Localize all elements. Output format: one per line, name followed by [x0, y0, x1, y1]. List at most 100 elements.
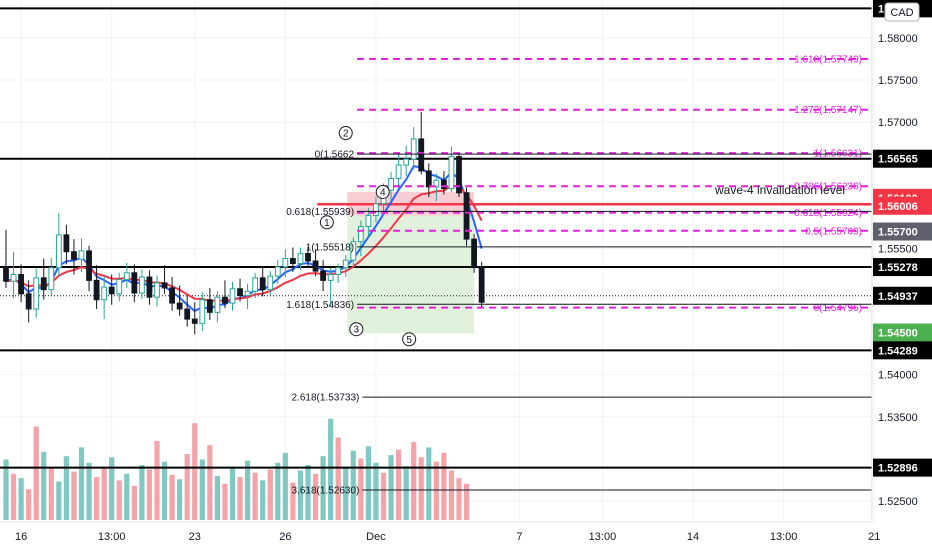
candle-body [206, 299, 213, 313]
volume-bar [290, 482, 296, 520]
candle-body [55, 234, 62, 269]
x-tick-label: 14 [687, 531, 699, 543]
volume-bar [154, 440, 160, 520]
candle-body [418, 138, 425, 172]
volume-bar [116, 480, 122, 520]
price-tag [873, 323, 932, 342]
wave-circle [402, 332, 417, 347]
candle-body [252, 277, 259, 292]
candles [3, 111, 485, 335]
candle-body [388, 177, 394, 191]
volume-bar [252, 472, 258, 520]
volume-bar [418, 457, 424, 520]
volume-bar [86, 462, 92, 520]
fib-left-label: 3.618(1.52630) [292, 486, 360, 497]
volume-bar [56, 481, 62, 520]
volume-bar [365, 446, 371, 520]
ema-fast-line [5, 164, 483, 313]
volume-bar [260, 480, 266, 520]
fib-right-label: 1.618(1.57749) [794, 55, 862, 66]
price-tag-label: 1.55700 [878, 227, 918, 239]
volume-bar [358, 458, 364, 520]
price-tag-label: 1.56565 [878, 154, 918, 166]
volume-bar [433, 461, 439, 520]
volume-bar [388, 455, 394, 520]
volume-bar [448, 470, 455, 520]
moving-averages [5, 164, 483, 313]
invalidation-label: wave-4 invalidation level [714, 183, 845, 197]
candle-body [244, 290, 251, 297]
volume-bar [214, 476, 220, 520]
x-tick-label: 26 [279, 531, 291, 543]
candle-body [169, 287, 175, 304]
candle-body [108, 286, 115, 295]
wave-label: 1 [324, 218, 330, 229]
candle-body [471, 238, 478, 268]
ema-slow-line [5, 184, 483, 303]
candle-body [146, 276, 153, 298]
candle-body [10, 273, 17, 282]
fib-right-label: 0(1.54796) [814, 303, 862, 314]
volume-bar [237, 477, 243, 520]
candle-body [214, 296, 221, 313]
fib-right-label: 0.786(1.56238) [794, 182, 862, 193]
x-tick-label: Dec [366, 531, 386, 543]
y-tick-label: 1.58000 [878, 33, 918, 45]
candle-body [456, 156, 462, 194]
volume-bar [282, 452, 288, 520]
volume-bar [131, 485, 137, 520]
fib-left-label: 1.618(1.54836) [286, 300, 354, 311]
candle-body [101, 286, 108, 301]
invalidation-note: wave-4 invalidation level [714, 183, 845, 197]
candle-body [395, 164, 402, 179]
price-tag [873, 258, 932, 277]
fib-left-label: 2.618(1.53733) [292, 393, 360, 404]
currency-badge[interactable]: CAD [884, 2, 920, 22]
y-tick-label: 1.57500 [878, 75, 918, 87]
price-tag-label: 1.54289 [878, 345, 918, 357]
candle-body [139, 276, 145, 294]
volume-bar [396, 449, 402, 520]
candle-body [373, 203, 379, 217]
candle-body [403, 158, 410, 166]
candle-body [48, 267, 55, 291]
volume-bar [3, 459, 9, 520]
candle-body [478, 266, 485, 303]
volume-bar [71, 471, 77, 520]
volume-bar [48, 468, 54, 520]
candle-body [3, 266, 9, 282]
volume-bar [297, 470, 304, 520]
price-axis[interactable]: 1.58000 1.57500 1.57000 1.55500 1.54000 1.535… [871, 0, 918, 522]
volume-bar [33, 426, 39, 520]
volume-bar [456, 478, 462, 520]
time-axis[interactable]: 16 13:00 23 26 Dec 7 13:00 14 13:00 21 [0, 521, 880, 543]
volume-bar [26, 489, 32, 520]
candle-body [191, 318, 198, 324]
volume-bar [463, 483, 470, 520]
volume-bar [146, 469, 153, 520]
candle-body [33, 277, 40, 310]
candle-body [312, 260, 319, 272]
x-tick-label: 21 [868, 531, 880, 543]
volume-bar [161, 461, 168, 520]
y-tick-label: 1.54000 [878, 370, 918, 382]
fib-left-label: 0.618(1.55939) [286, 207, 354, 218]
volume-bar [78, 447, 85, 520]
y-tick-label: 1.57000 [878, 117, 918, 129]
candle-body [199, 299, 206, 324]
candle-body [18, 273, 25, 295]
volume-bar [275, 462, 281, 520]
volume-bar [101, 467, 107, 520]
volume-bar [350, 450, 356, 520]
candle-body [267, 275, 274, 291]
candle-body [433, 179, 440, 188]
candle-body [282, 257, 289, 268]
candle-body [222, 296, 228, 304]
x-tick-label: 23 [189, 531, 201, 543]
candle-body [25, 293, 32, 310]
candle-body [297, 252, 304, 265]
candle-body [93, 279, 100, 301]
price-tag [873, 149, 932, 168]
candle-body [342, 259, 349, 269]
